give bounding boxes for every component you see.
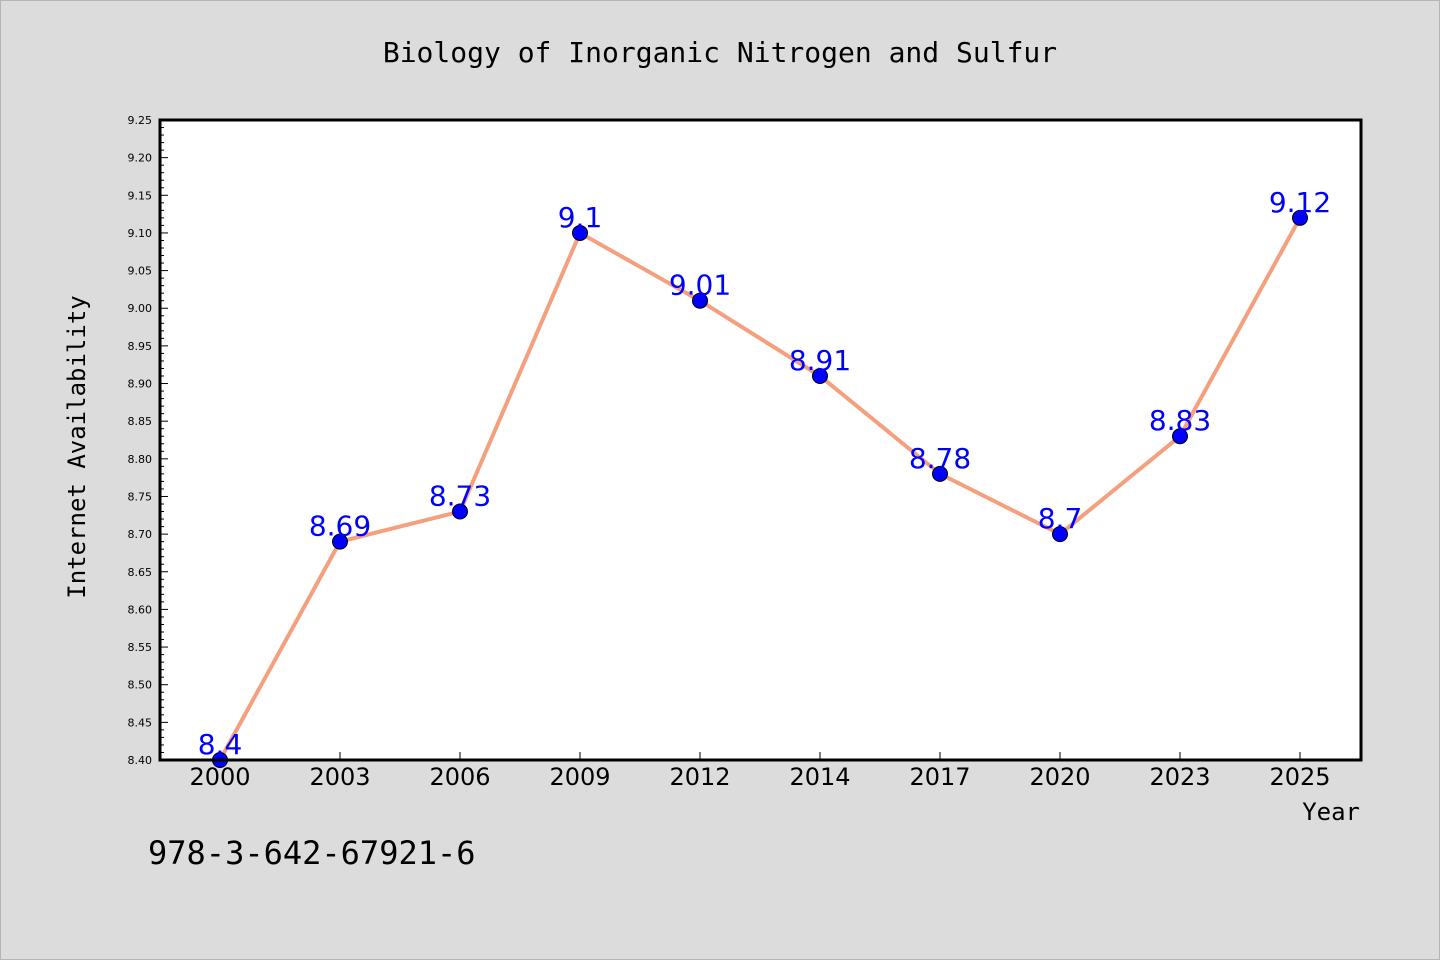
y-tick-label: 8.80 [128,453,153,466]
data-point [932,465,948,482]
data-label: 8.83 [1149,404,1211,437]
x-tick-label: 2006 [429,763,490,791]
y-tick-label: 9.20 [128,152,153,165]
y-axis-label: Internet Availability [63,295,91,598]
y-axis-ticks: 8.40 8.45 8.50 8.55 8.60 8.65 8.70 8.75 8.80 8.85… [128,114,168,767]
x-tick-label: 2017 [909,763,970,791]
plot-area [160,120,1361,760]
data-point [1172,428,1188,445]
y-tick-label: 9.25 [128,114,153,127]
plot-border [158,118,1363,762]
chart-title: Biology of Inorganic Nitrogen and Sulfur [383,36,1057,69]
x-tick-label: 2012 [669,763,730,791]
series-layer: 8.4 8.69 8.73 9.1 9.01 8.91 8.78 8.7 8.83 9.12 [198,186,1331,768]
data-label: 8.73 [429,480,491,513]
series-line [218,215,1302,762]
y-tick-label: 8.60 [128,603,153,616]
y-tick-label: 8.75 [128,490,153,503]
y-tick-label: 8.90 [128,378,153,391]
y-tick-label: 8.70 [128,528,153,541]
x-tick-label: 2003 [309,763,370,791]
y-tick-label: 8.45 [128,716,153,729]
y-tick-label: 8.50 [128,679,153,692]
data-label: 9.1 [558,201,603,234]
y-tick-label: 8.65 [128,566,153,579]
x-axis-ticks: 2000 2003 2006 2009 2012 2014 2017 2020 2023 2025 [189,752,1331,791]
y-tick-label: 9.15 [128,189,153,202]
data-label: 8.7 [1038,502,1083,535]
data-point [1052,526,1068,543]
data-point [1292,209,1308,226]
x-axis-label: Year [1302,798,1360,826]
data-point [572,224,588,241]
data-label: 8.69 [309,510,371,543]
x-tick-label: 2009 [549,763,610,791]
data-point [452,503,468,520]
x-tick-label: 2023 [1149,763,1210,791]
y-tick-label: 8.85 [128,415,153,428]
data-label: 8.91 [789,344,851,377]
x-tick-label: 2025 [1269,763,1330,791]
y-tick-label: 9.05 [128,265,153,278]
y-tick-label: 8.40 [128,754,153,767]
data-label: 9.01 [669,269,731,302]
x-tick-label: 2014 [789,763,850,791]
data-point [812,368,828,384]
data-point [332,533,348,550]
footer-code: 978-3-642-67921-6 [148,834,476,872]
x-tick-label: 2020 [1029,763,1090,791]
data-label: 8.4 [198,728,243,761]
data-label: 9.12 [1269,186,1331,219]
y-tick-label: 9.00 [128,302,153,315]
y-tick-label: 8.95 [128,340,153,353]
data-point [692,292,708,309]
y-tick-label: 8.55 [128,641,153,654]
data-label: 8.78 [909,442,971,475]
y-tick-label: 9.10 [128,227,153,240]
